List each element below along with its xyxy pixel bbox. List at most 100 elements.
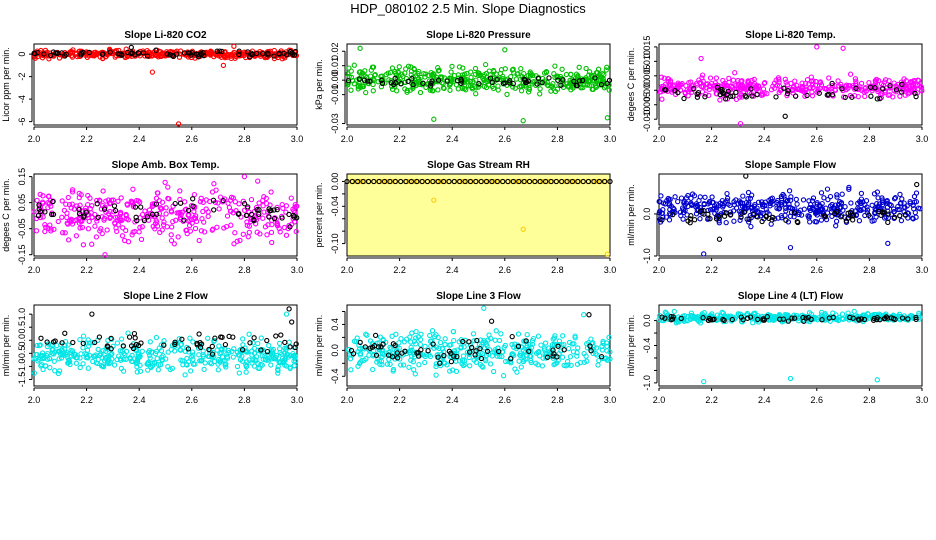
data-point (420, 80, 426, 86)
y-tick-label: 0.0 (642, 208, 652, 221)
data-point (34, 49, 41, 56)
x-tick-label: 3.0 (604, 134, 617, 144)
data-point (195, 51, 201, 58)
data-point (575, 73, 581, 79)
data-point (345, 81, 351, 87)
data-point (351, 62, 357, 68)
panel-title: Slope Line 4 (LT) Flow (738, 291, 844, 302)
data-point (592, 75, 598, 81)
x-tick-label: 3.0 (291, 395, 304, 405)
data-point (153, 47, 159, 53)
x-tick-label: 2.6 (811, 134, 824, 144)
data-point (405, 63, 412, 69)
data-point (219, 48, 225, 55)
data-point (290, 51, 296, 57)
y-tick-label: 0.15 (17, 168, 27, 186)
x-tick-label: 2.0 (653, 265, 666, 275)
data-point (440, 85, 447, 91)
x-tick-label: 2.0 (28, 265, 41, 275)
data-point (555, 77, 561, 83)
data-point (429, 72, 435, 79)
data-point (576, 64, 582, 70)
data-point (409, 76, 415, 82)
y-axis-label: ml/min per min. (1, 315, 11, 377)
data-point (878, 92, 884, 98)
data-point (355, 86, 361, 92)
y-axis-label: Licor ppm per min. (1, 47, 11, 122)
data-point (379, 77, 385, 83)
panel-3: Slope Li-820 Temp. degees C per min. 2.0 2.… (626, 30, 928, 144)
data-point (435, 65, 441, 71)
y-tick-label: -0.01 (330, 84, 340, 105)
data-point (598, 81, 605, 88)
x-tick-label: 2.6 (186, 395, 199, 405)
data-point (468, 69, 474, 75)
y-tick-label: -0.4 (642, 338, 652, 354)
data-point (790, 90, 796, 96)
x-tick-label: 2.0 (341, 134, 354, 144)
x-tick-label: 2.8 (238, 395, 251, 405)
y-tick-label: -0.05 (17, 218, 27, 239)
data-point (411, 66, 417, 72)
y-tick-label: 0.0 (17, 334, 27, 347)
data-point (583, 75, 589, 81)
data-point (460, 65, 466, 71)
x-tick-label: 2.4 (133, 265, 146, 275)
panel-title: Slope Line 2 Flow (123, 291, 208, 302)
y-tick-label: -0.010 (642, 106, 652, 132)
data-point (591, 72, 597, 79)
data-point (416, 76, 422, 82)
y-tick-label: -0.04 (330, 196, 340, 217)
x-tick-label: 2.4 (133, 395, 146, 405)
data-point (167, 52, 173, 58)
data-point (410, 82, 416, 88)
y-tick-label: -0.005 (642, 92, 652, 118)
data-point (122, 54, 128, 61)
data-point (507, 81, 514, 87)
x-tick-label: 2.2 (393, 395, 406, 405)
data-point (63, 51, 69, 57)
data-point (388, 80, 394, 86)
x-tick-label: 3.0 (916, 265, 929, 275)
data-point (817, 80, 823, 86)
data-point (537, 91, 543, 97)
y-axis-label: ml/min per min. (626, 315, 636, 377)
data-point (591, 78, 597, 84)
x-tick-label: 3.0 (604, 265, 617, 275)
data-point (537, 86, 543, 92)
x-tick-label: 3.0 (916, 134, 929, 144)
data-point (423, 84, 429, 91)
x-tick-label: 2.6 (499, 265, 512, 275)
data-point (281, 50, 287, 57)
data-point (535, 75, 542, 82)
x-tick-label: 2.0 (28, 134, 41, 144)
data-point (560, 77, 566, 83)
data-point (107, 49, 113, 55)
y-tick-label: -0.15 (17, 244, 27, 265)
data-point (539, 79, 545, 86)
x-tick-label: 2.6 (499, 134, 512, 144)
data-point (606, 87, 612, 93)
data-point (595, 66, 602, 72)
data-point (370, 88, 376, 94)
y-tick-label: -0.10 (330, 233, 340, 254)
data-point (521, 70, 527, 77)
data-point (525, 72, 531, 79)
data-point (351, 81, 357, 87)
panel-7: Slope Line 2 Flow ml/min per min. 2.0 2.2 2.… (1, 291, 303, 405)
data-point (260, 51, 266, 57)
data-point (372, 72, 378, 78)
data-point (473, 91, 479, 97)
data-point (363, 89, 369, 96)
x-tick-label: 2.4 (758, 265, 771, 275)
x-tick-label: 2.0 (341, 395, 354, 405)
data-point (455, 86, 461, 92)
x-tick-label: 2.0 (653, 395, 666, 405)
y-tick-label: 0.4 (330, 318, 340, 331)
x-tick-label: 2.2 (705, 395, 718, 405)
data-point (284, 52, 290, 58)
x-tick-label: 2.8 (551, 395, 564, 405)
data-point (389, 65, 396, 71)
x-tick-label: 2.6 (811, 395, 824, 405)
x-tick-label: 2.6 (186, 134, 199, 144)
